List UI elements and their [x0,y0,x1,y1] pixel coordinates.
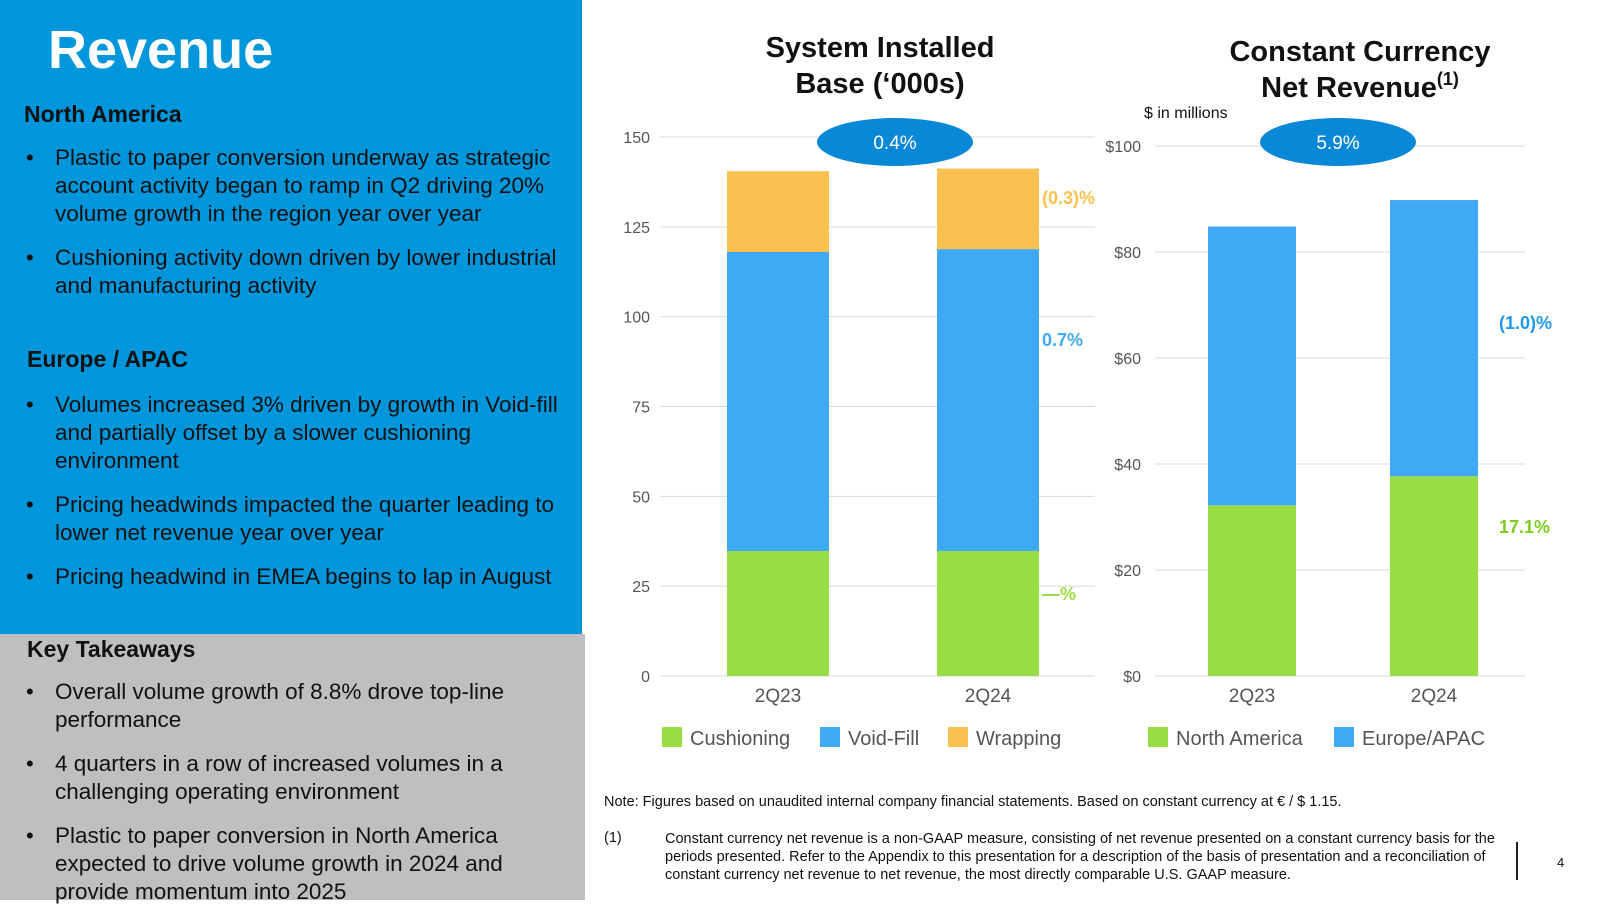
installed-base-total-change-label: 0.4% [873,133,916,154]
installed-base-y-tick-label: 50 [632,489,650,506]
bullet-item: Pricing headwind in EMEA begins to lap i… [24,563,569,591]
net-revenue-legend-swatch-north-america [1148,727,1168,747]
installed-base-change-label-wrapping: (0.3)% [1042,188,1095,208]
installed-base-y-tick-label: 0 [641,669,650,686]
net-revenue-y-tick-label: $40 [1114,457,1141,474]
net-revenue-x-tick-label: 2Q23 [1229,686,1275,707]
net-revenue-total-change-bubble [1260,118,1416,166]
net-revenue-total-change-label: 5.9% [1316,133,1359,154]
europe-apac-heading: Europe / APAC [27,346,189,372]
north-america-heading: North America [24,101,182,127]
net-revenue-chart-title: Constant Currency Net Revenue(1) [1180,34,1540,106]
installed-base-change-label-cushioning: —% [1042,584,1076,604]
net-revenue-change-label-europe-apac: (1.0)% [1499,313,1552,333]
installed-base-y-tick-label: 100 [623,310,650,327]
net-revenue-legend-label-europe-apac: Europe/APAC [1362,728,1485,750]
installed-base-y-tick-label: 25 [632,579,650,596]
installed-base-total-change-bubble [817,118,973,166]
net-revenue-change-label-north-america: 17.1% [1499,517,1550,537]
installed-base-bar-wrapping-2q24 [937,168,1039,250]
installed-base-legend-swatch-void-fill [820,727,840,747]
net-revenue-legend-label-north-america: North America [1176,728,1304,750]
installed-base-x-tick-label: 2Q23 [755,686,801,707]
net-revenue-bar-north-america-2q23 [1208,505,1296,676]
installed-base-legend-label-wrapping: Wrapping [976,728,1061,750]
net-revenue-title-line2-wrap: Net Revenue(1) [1180,70,1540,106]
units-label: $ in millions [1144,105,1228,122]
europe-apac-bullets: Volumes increased 3% driven by growth in… [24,391,569,607]
net-revenue-legend-swatch-europe-apac [1334,727,1354,747]
bullet-item: Pricing headwinds impacted the quarter l… [24,491,569,547]
installed-base-bar-cushioning-2q24 [937,550,1039,676]
installed-base-y-tick-label: 150 [623,130,650,147]
key-takeaways-heading: Key Takeaways [27,636,196,662]
installed-base-legend-label-cushioning: Cushioning [690,728,790,750]
net-revenue-bar-north-america-2q24 [1390,476,1478,676]
net-revenue-bar-europe-apac-2q24 [1390,200,1478,477]
installed-base-legend-swatch-cushioning [662,727,682,747]
installed-base-legend-swatch-wrapping [948,727,968,747]
net-revenue-y-tick-label: $80 [1114,245,1141,262]
installed-base-chart-title: System Installed Base (‘000s) [700,30,1060,102]
bullet-item: 4 quarters in a row of increased volumes… [24,750,569,806]
net-revenue-x-tick-label: 2Q24 [1411,686,1458,707]
page-number-divider [1516,842,1518,880]
north-america-bullets: Plastic to paper conversion underway as … [24,144,569,316]
installed-base-bar-wrapping-2q23 [727,171,829,252]
net-revenue-y-tick-label: $0 [1123,669,1141,686]
installed-base-x-tick-label: 2Q24 [965,686,1012,707]
installed-base-bar-cushioning-2q23 [727,550,829,676]
page-number: 4 [1557,855,1565,870]
net-revenue-y-tick-label: $20 [1114,563,1141,580]
net-revenue-title-line1: Constant Currency [1229,36,1491,68]
installed-base-y-tick-label: 125 [623,220,650,237]
net-revenue-title-line2: Net Revenue [1261,72,1437,104]
installed-base-bar-void-fill-2q24 [937,249,1039,551]
net-revenue-y-tick-label: $60 [1114,351,1141,368]
bullet-item: Overall volume growth of 8.8% drove top-… [24,678,569,734]
footnote-reference: (1) [1436,69,1459,89]
note-text: Note: Figures based on unaudited interna… [604,794,1342,810]
installed-base-title-line1: System Installed [765,32,995,64]
charts-canvas: 0 25 50 75 100 125 150 2Q23 2Q24 —% 0.7% (0.3)% 0.4%… [623,118,1552,750]
installed-base-title-line2: Base (‘000s) [795,68,965,100]
bullet-item: Plastic to paper conversion underway as … [24,144,569,228]
installed-base-legend-label-void-fill: Void-Fill [848,728,919,750]
bullet-item: Volumes increased 3% driven by growth in… [24,391,569,475]
net-revenue-y-tick-label: $100 [1105,139,1141,156]
installed-base-change-label-void-fill: 0.7% [1042,330,1083,350]
installed-base-bar-void-fill-2q23 [727,251,829,551]
page-title: Revenue [48,20,274,80]
footnote-text: Constant currency net revenue is a non-G… [665,831,1495,883]
installed-base-y-tick-label: 75 [632,400,650,417]
bullet-item: Cushioning activity down driven by lower… [24,244,569,300]
net-revenue-bar-europe-apac-2q23 [1208,226,1296,506]
footnote-marker: (1) [604,830,622,846]
